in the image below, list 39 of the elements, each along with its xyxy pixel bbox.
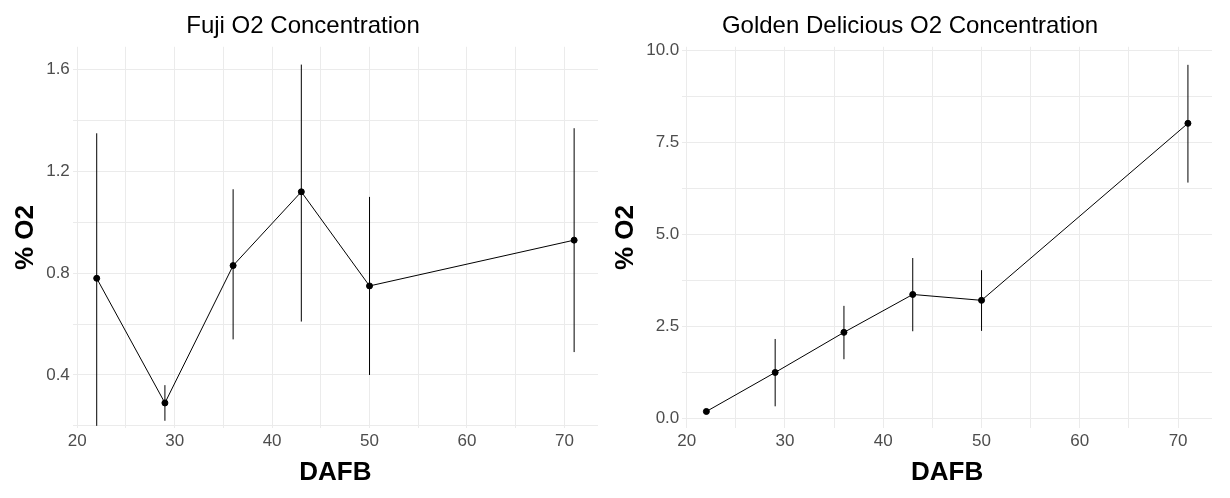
y-axis-title: % O2 [608,205,639,271]
y-tick-label: 10.0 [646,40,680,60]
point [771,368,779,376]
x-axis-title: DAFB [911,455,984,486]
y-tick-label: 5.0 [655,224,680,244]
point [909,290,917,298]
x-tick-label: 70 [1168,431,1188,451]
y-tick-label: 1.2 [46,161,70,181]
y-tick-label: 0.4 [46,364,70,384]
y-tick-label: 2.5 [655,316,680,336]
x-tick-label: 70 [554,431,574,451]
x-axis-title: DAFB [299,455,372,486]
point [978,296,986,304]
point [161,399,169,407]
y-tick-label: 1.6 [46,59,70,79]
x-tick-label: 50 [972,431,991,451]
y-tick-label: 0.8 [46,262,70,282]
x-tick-label: 20 [67,431,87,451]
y-tick-label: 0.0 [655,408,680,428]
x-tick-label: 30 [775,431,795,451]
point [570,236,578,244]
point [1184,119,1192,127]
point [702,407,710,415]
chart-title: Golden Delicious O2 Concentration [721,11,1099,39]
chart-title: Fuji O2 Concentration [186,11,420,39]
point [366,282,374,290]
x-tick-label: 60 [457,431,477,451]
x-tick-label: 20 [677,431,697,451]
x-tick-label: 60 [1070,431,1090,451]
x-tick-label: 30 [165,431,185,451]
point [297,188,305,196]
x-tick-label: 50 [360,431,379,451]
point [229,262,237,270]
point [840,328,848,336]
point [93,274,101,282]
x-tick-label: 40 [873,431,893,451]
y-tick-label: 7.5 [655,132,680,152]
y-axis-title: % O2 [8,205,39,271]
x-tick-label: 40 [262,431,282,451]
